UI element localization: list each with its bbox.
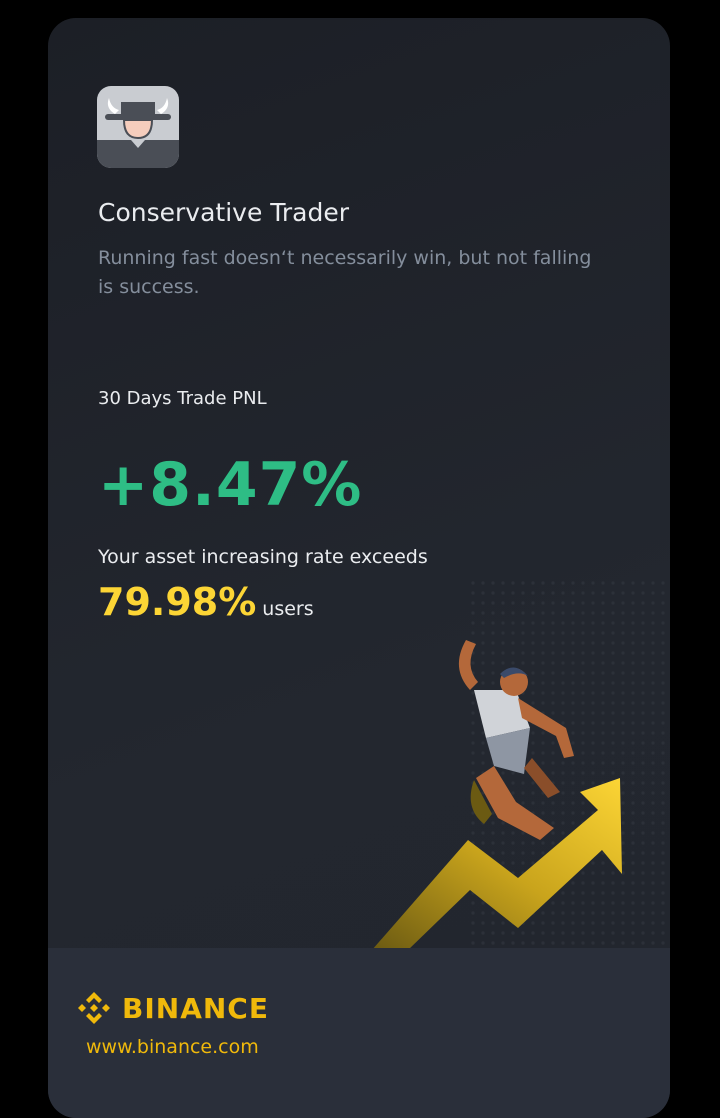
share-card: Conservative Trader Running fast doesn‘t… — [48, 18, 670, 1118]
trader-type-subtitle: Running fast doesn‘t necessarily win, bu… — [98, 247, 592, 298]
trader-type-title: Conservative Trader — [98, 198, 349, 227]
binance-url[interactable]: www.binance.com — [86, 1036, 259, 1058]
exceed-rate-line: 79.98% users — [98, 580, 314, 624]
binance-logo: BINANCE — [74, 988, 269, 1028]
exceed-suffix: users — [262, 598, 314, 620]
binance-diamond-icon — [78, 992, 110, 1024]
runner-arrow-illustration — [372, 578, 670, 950]
footer-bar — [48, 948, 670, 1118]
pnl-label: 30 Days Trade PNL — [98, 388, 267, 409]
binance-brand: BINANCE — [122, 991, 269, 1025]
pnl-value: +8.47% — [98, 450, 363, 520]
cowboy-bull-icon — [97, 86, 179, 168]
exceed-rate: 79.98% — [98, 580, 257, 624]
exceed-text: Your asset increasing rate exceeds — [98, 546, 428, 568]
